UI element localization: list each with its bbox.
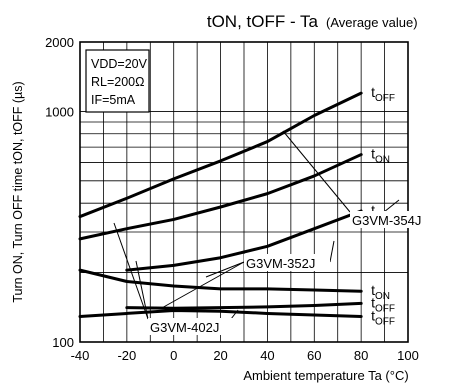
y-tick-label: 100 <box>52 335 74 350</box>
series-label: tOFF <box>371 307 395 327</box>
series-label: tOFF <box>371 294 395 314</box>
leader-354j-a <box>282 130 351 213</box>
leader-402j-b <box>135 260 149 320</box>
x-tick-label: -40 <box>71 348 90 363</box>
series-line-toff <box>78 308 363 318</box>
x-tick-label: 40 <box>260 348 274 363</box>
series-line-toff <box>78 91 363 219</box>
leader-352j-b <box>159 261 245 310</box>
leader-354j-b <box>383 199 400 213</box>
y-tick-label: 1000 <box>45 104 74 119</box>
annotation-g3vm-352j: G3VM-352J <box>246 256 315 271</box>
series-label: tON <box>371 146 390 166</box>
chart-title: tON, tOFF - Ta <box>207 12 319 31</box>
leader-352j-a <box>205 261 245 278</box>
series-line-ton <box>78 268 363 293</box>
condition-if: IF=5mA <box>91 93 136 107</box>
condition-rl: RL=200Ω <box>91 75 144 89</box>
series-line-ton <box>78 153 363 241</box>
x-tick-label: 60 <box>307 348 321 363</box>
x-tick-labels: -40 -20 0 20 40 60 80 100 <box>71 348 419 363</box>
x-tick-label: 20 <box>213 348 227 363</box>
conditions-box-frame <box>85 49 150 113</box>
x-tick-label: 0 <box>170 348 177 363</box>
series-line-ton <box>125 209 363 272</box>
annotation-402j-bg <box>148 318 234 335</box>
plot-frame <box>79 41 409 343</box>
annotation-352j-bg <box>244 254 330 271</box>
series-label: tON <box>371 282 390 302</box>
y-tick-labels: 100 1000 2000 <box>45 35 74 350</box>
annotation-g3vm-402j: G3VM-402J <box>150 320 219 335</box>
series-line-toff <box>125 301 363 310</box>
series-lines <box>78 91 363 318</box>
y-axis-label: Turn ON, Turn OFF time tON, tOFF (µs) <box>11 81 25 302</box>
x-axis-label: Ambient temperature Ta (°C) <box>243 368 408 383</box>
x-tick-label: 80 <box>354 348 368 363</box>
leader-402j-a <box>113 222 149 320</box>
grid-lines <box>79 41 409 343</box>
condition-vdd: VDD=20V <box>91 57 148 71</box>
annotation-leaders <box>113 130 400 320</box>
x-tick-label: -20 <box>117 348 136 363</box>
leader-402j-c <box>230 309 239 320</box>
chart-subtitle: (Average value) <box>326 15 418 30</box>
annotation-g3vm-354j: G3VM-354J <box>352 213 421 228</box>
annotation-354j-bg <box>350 211 434 228</box>
leader-352j-c <box>329 240 335 263</box>
y-tick-label: 2000 <box>45 35 74 50</box>
conditions-box: VDD=20V RL=200Ω IF=5mA <box>85 49 150 113</box>
series-label: tOFF <box>371 84 395 104</box>
device-annotations: G3VM-354J G3VM-352J G3VM-402J <box>148 211 434 335</box>
x-tick-label: 100 <box>397 348 419 363</box>
